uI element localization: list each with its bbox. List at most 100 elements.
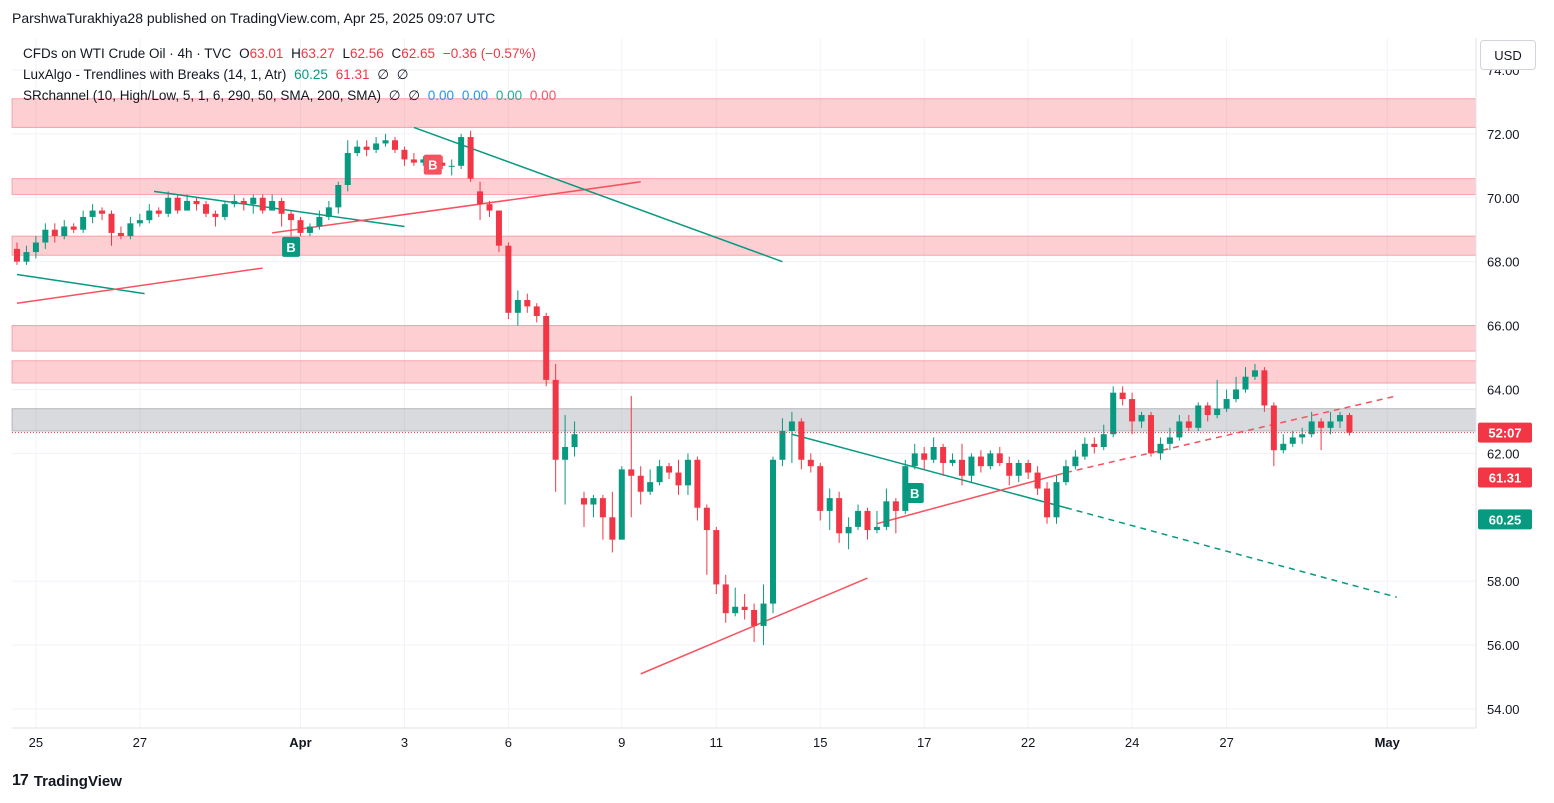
candle	[921, 447, 928, 470]
legend-sr-v3: 0.00	[495, 88, 523, 103]
currency-button[interactable]: USD	[1480, 40, 1536, 70]
candle	[70, 223, 77, 233]
publisher-line: ParshwaTurakhiya28 published on TradingV…	[12, 10, 496, 26]
candle	[779, 418, 786, 467]
tradingview-logo[interactable]: 17 TradingView	[12, 772, 122, 790]
candle	[467, 130, 474, 182]
candle	[80, 210, 87, 233]
trendline	[16, 267, 263, 304]
candle	[1015, 459, 1022, 483]
breakout-signal-label: B	[423, 154, 442, 175]
candle	[420, 156, 427, 166]
legend-luxalgo-e2: ∅	[396, 67, 409, 82]
svg-text:61.31: 61.31	[1489, 470, 1522, 485]
candle	[1129, 392, 1136, 435]
price-axis[interactable]: 54.00 56.00 58.00 62.00 64.00 66.00 68.00 70.00…	[1475, 38, 1520, 728]
candle	[637, 466, 644, 505]
candle	[987, 450, 994, 470]
candle	[288, 210, 295, 237]
candle	[335, 181, 342, 214]
candle	[221, 200, 228, 221]
candle	[675, 459, 682, 495]
candle	[1223, 389, 1230, 412]
time-tick-label: 27	[1219, 735, 1233, 750]
grid	[12, 38, 1476, 728]
candle	[278, 197, 285, 227]
candle	[231, 194, 238, 208]
candle	[505, 242, 512, 320]
price-tick-label: 72.00	[1487, 127, 1520, 142]
candle	[174, 194, 181, 214]
candle	[1053, 475, 1060, 524]
time-axis[interactable]: 25 27 Apr 3 6 9 11 15 17 22 24 27 May	[12, 727, 1476, 750]
candle	[146, 204, 153, 224]
legend-sr-v4: 0.00	[529, 88, 557, 103]
candle	[410, 153, 417, 166]
time-tick-label: 22	[1021, 735, 1035, 750]
candle	[959, 443, 965, 486]
candle	[401, 146, 408, 166]
candle	[798, 418, 805, 470]
candle	[732, 587, 739, 617]
time-tick-label: 27	[133, 735, 147, 750]
candle	[647, 469, 654, 495]
candle	[977, 450, 984, 473]
price-axis-tag: 60.25	[1478, 509, 1532, 530]
candle	[807, 453, 814, 473]
candle	[1119, 386, 1126, 406]
candle	[269, 194, 276, 211]
legend-luxalgo[interactable]: LuxAlgo - Trendlines with Breaks (14, 1,…	[23, 67, 413, 83]
candle	[817, 462, 824, 521]
candle	[1242, 367, 1249, 393]
candle	[1044, 482, 1051, 524]
candle	[1110, 386, 1117, 438]
candle	[1299, 427, 1306, 444]
candle	[1318, 418, 1325, 451]
candle	[1081, 437, 1088, 460]
candle	[1308, 411, 1315, 438]
candle	[1100, 424, 1107, 451]
candle	[61, 220, 68, 240]
candle	[1327, 411, 1334, 435]
candle	[590, 494, 597, 518]
candle	[1261, 367, 1268, 412]
candle	[694, 456, 701, 521]
candle	[136, 213, 143, 227]
candle	[533, 303, 540, 323]
legend-ohlc[interactable]: CFDs on WTI Crude Oil · 4h · TVC O63.01 …	[23, 46, 540, 61]
candle	[32, 236, 39, 259]
candle	[1270, 402, 1277, 467]
candle	[514, 290, 521, 326]
time-tick-label: May	[1375, 735, 1401, 750]
sr-zone-resistance	[11, 235, 1477, 256]
legend-open: O63.01	[239, 46, 284, 61]
legend-srchannel[interactable]: SRchannel (10, High/Low, 5, 1, 6, 290, 5…	[23, 88, 560, 104]
legend-sr-v1: 0.00	[427, 88, 455, 103]
candle	[571, 421, 578, 457]
time-tick-label: 6	[505, 735, 512, 750]
candle	[1034, 466, 1041, 495]
candle	[666, 462, 673, 479]
candle	[713, 526, 720, 594]
candle	[1176, 415, 1183, 441]
price-tick-label: 66.00	[1487, 319, 1520, 334]
price-tick-label: 64.00	[1487, 382, 1520, 397]
candle	[306, 223, 313, 237]
trendline-projection	[1065, 506, 1397, 598]
candle	[439, 156, 446, 170]
candle	[760, 584, 767, 646]
candle	[1138, 411, 1145, 428]
price-tick-label: 62.00	[1487, 446, 1520, 461]
trendline	[16, 273, 145, 295]
time-tick-label: 25	[29, 735, 43, 750]
time-tick-label: 17	[917, 735, 931, 750]
time-tick-label: 15	[813, 735, 827, 750]
candle	[892, 498, 899, 534]
candle	[883, 488, 890, 531]
candle	[382, 133, 389, 147]
legend-symbol: CFDs on WTI Crude Oil · 4h · TVC	[23, 46, 232, 61]
candle	[344, 140, 351, 192]
candle	[184, 194, 191, 211]
price-labels: 52:07 61.31 60.25	[1478, 422, 1532, 530]
